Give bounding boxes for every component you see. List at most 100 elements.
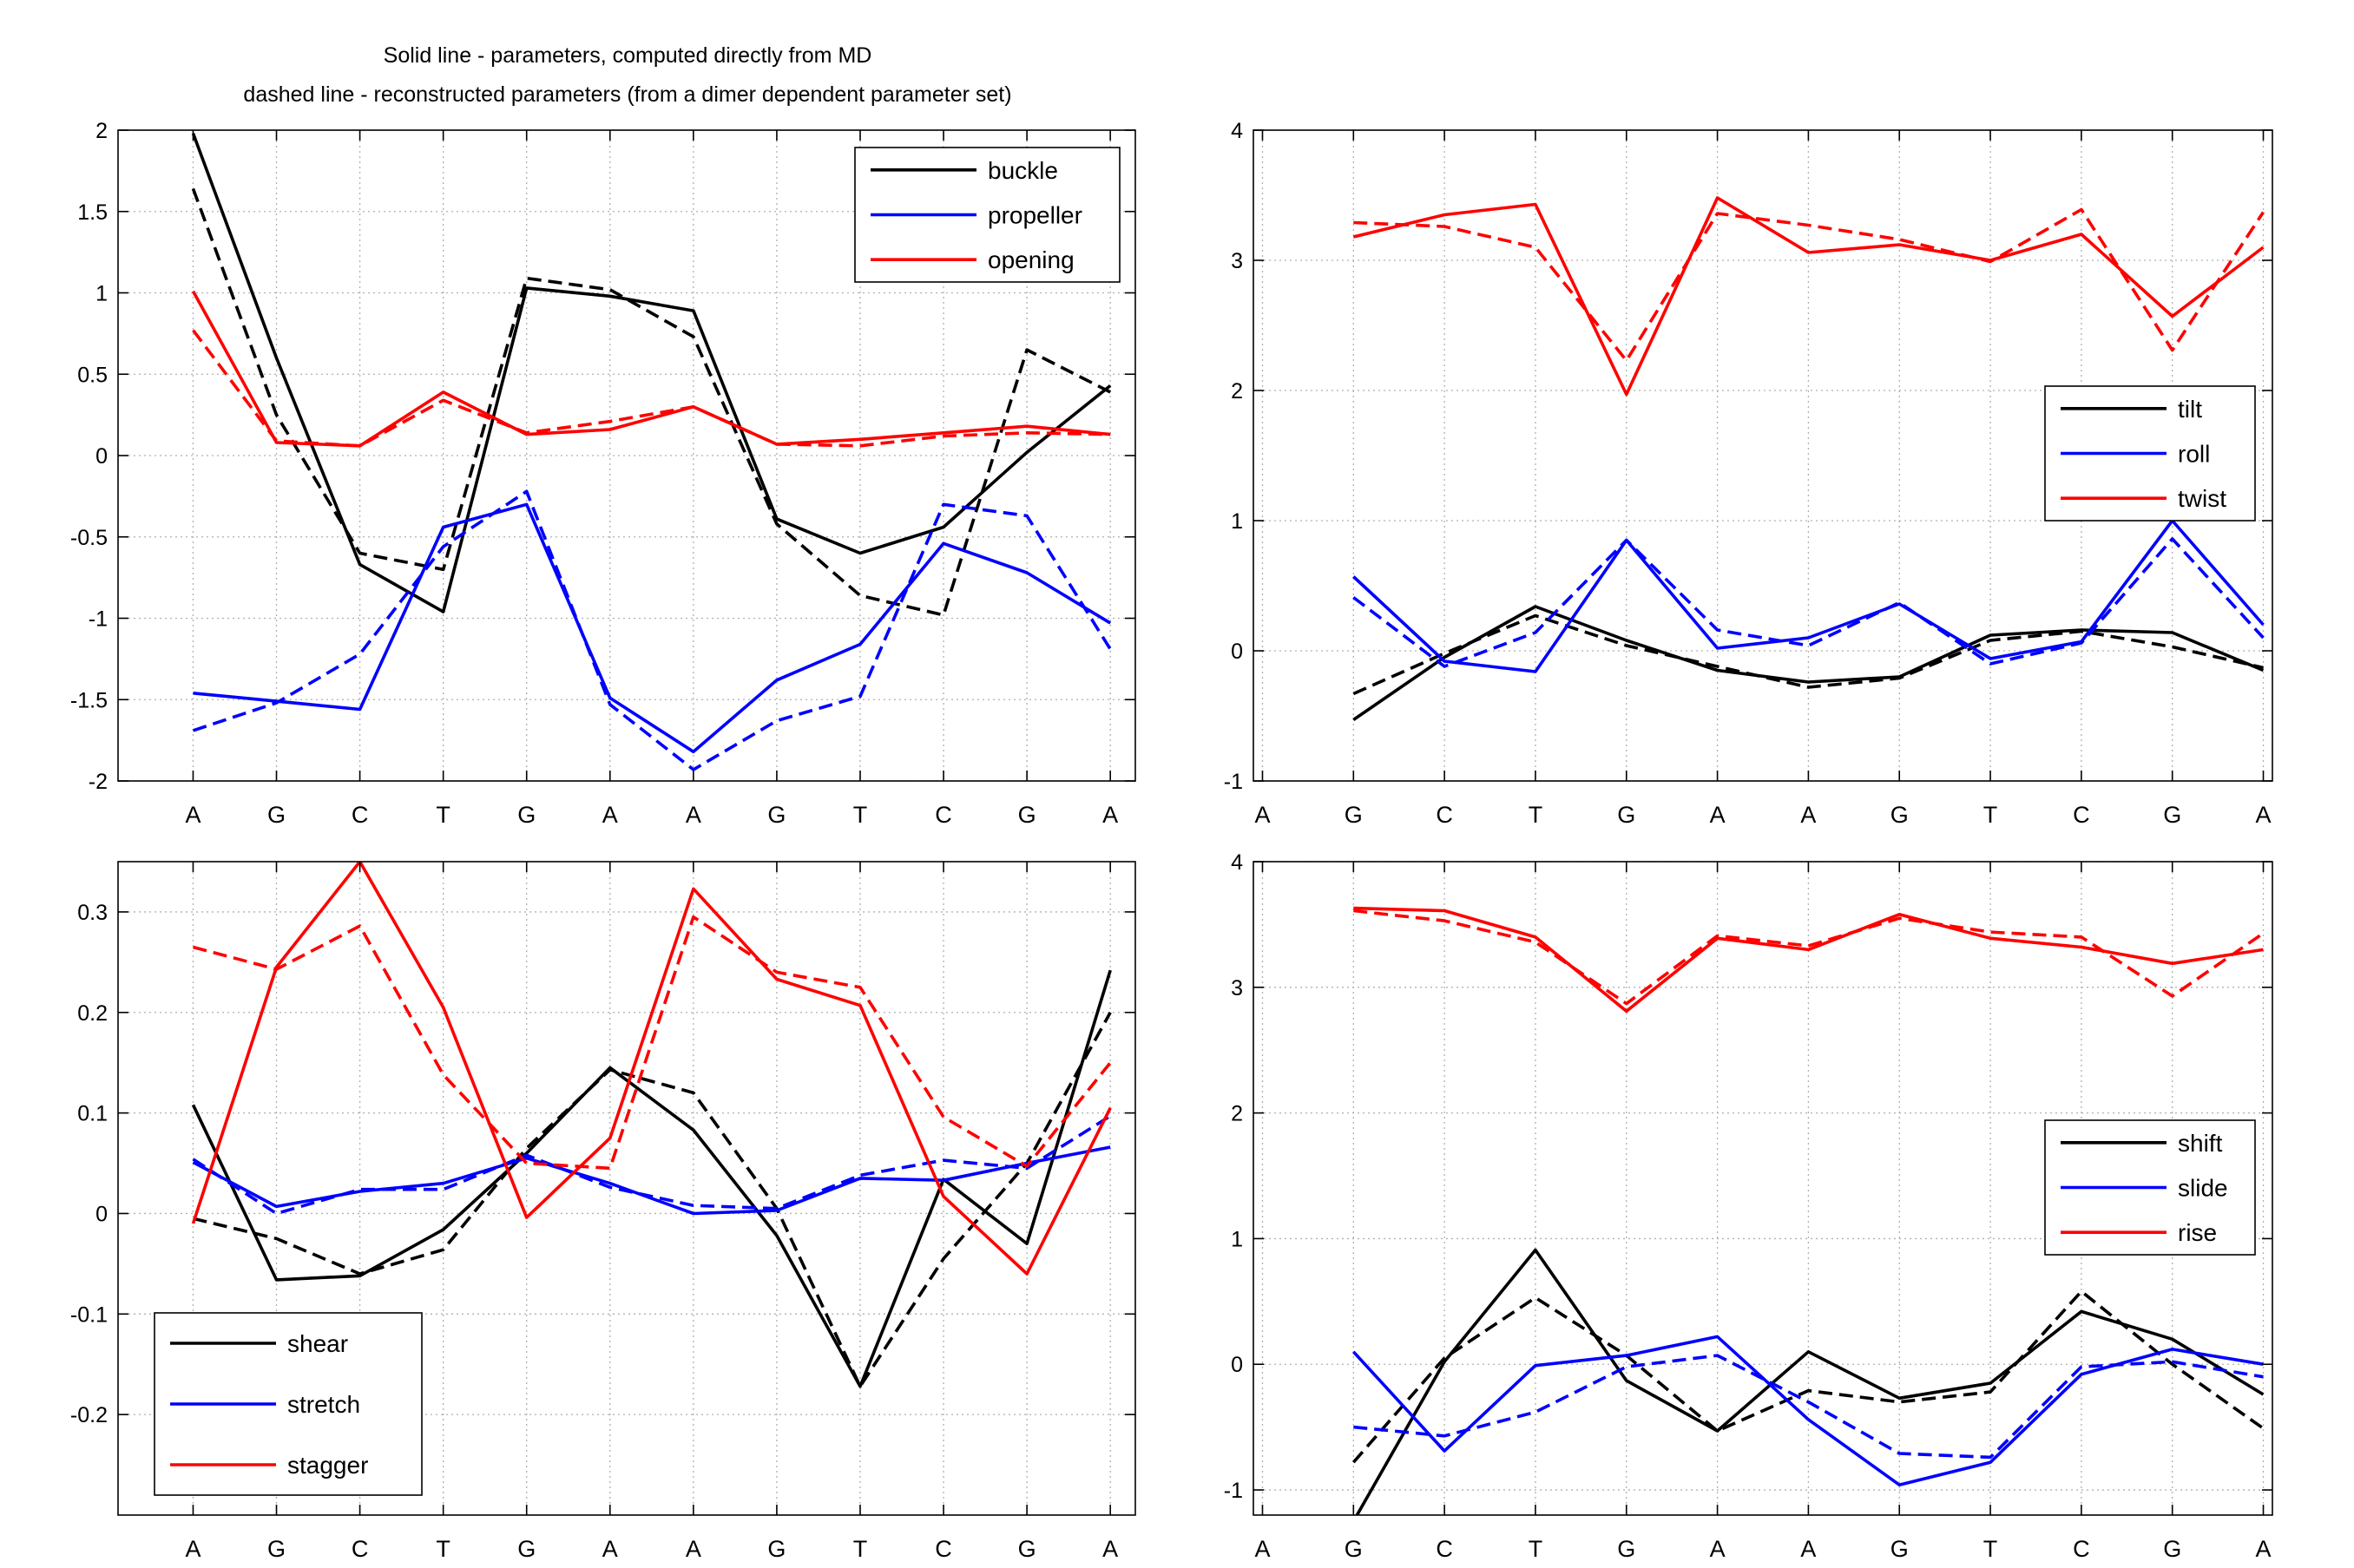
y-tick-label: 0.5 (77, 363, 108, 387)
legend: shift slide rise (2044, 1119, 2256, 1256)
y-tick-label: 3 (1231, 249, 1243, 273)
y-tick-label: 0 (1231, 640, 1243, 664)
y-tick-label: -0.2 (70, 1403, 108, 1427)
y-tick-label: 1 (1231, 1227, 1243, 1251)
series-group (1352, 196, 2265, 721)
y-tick-label: -1.5 (70, 688, 108, 712)
x-tick-label: T (853, 802, 868, 828)
legend-label-tilt: tilt (2178, 396, 2202, 423)
axes-frame (117, 861, 1136, 1516)
y-tick-label: -1 (1224, 1479, 1243, 1503)
x-tick-label: A (2256, 802, 2272, 828)
x-tick-label: G (767, 802, 786, 828)
series-roll-solid (1352, 519, 2265, 673)
x-tick-label: G (1890, 802, 1909, 828)
x-tick-label: A (185, 802, 201, 828)
y-tick-label: -2 (89, 770, 108, 794)
legend-label-stagger: stagger (287, 1452, 368, 1479)
series-rise-dashed (1353, 909, 2265, 1006)
axes-frame (1253, 861, 2273, 1516)
x-tick-label: G (1890, 1536, 1909, 1562)
series-tilt-dashed (1352, 613, 2264, 696)
x-tick-label: G (517, 802, 536, 828)
x-tick-label: A (1710, 1536, 1726, 1562)
series-group (191, 133, 1112, 771)
x-tick-label: C (1436, 1536, 1453, 1562)
x-tick-label: C (1436, 802, 1453, 828)
x-tick-label: G (1617, 1536, 1635, 1562)
x-tick-label: C (352, 1536, 369, 1562)
series-group (191, 862, 1112, 1388)
series-buckle-dashed (191, 187, 1112, 617)
series-twist-dashed (1353, 207, 2265, 363)
x-tick-label: T (1529, 1536, 1543, 1562)
y-tick-label: 1.5 (77, 200, 108, 225)
x-tick-label: C (935, 1536, 952, 1562)
series-stretch-dashed (192, 1114, 1112, 1216)
x-tick-label: A (1800, 802, 1816, 828)
x-tick-label: A (602, 1536, 618, 1562)
y-tick-label: 2 (95, 119, 108, 143)
legend: tilt roll twist (2044, 385, 2256, 522)
y-tick-label: -0.1 (70, 1302, 108, 1327)
x-tick-label: T (853, 1536, 868, 1562)
x-tick-label: G (1617, 802, 1635, 828)
x-tick-label: A (1254, 802, 1270, 828)
series-stagger-solid (191, 862, 1112, 1276)
x-tick-label: A (2256, 1536, 2272, 1562)
series-stagger-dashed (193, 915, 1112, 1171)
legend: buckle propeller opening (854, 147, 1121, 283)
x-tick-label: G (2163, 802, 2181, 828)
x-tick-label: T (436, 802, 450, 828)
y-tick-label: 0 (95, 444, 108, 469)
legend-label-roll: roll (2178, 441, 2210, 468)
y-tick-label: 3 (1231, 976, 1243, 1001)
legend-label-propeller: propeller (988, 202, 1082, 229)
series-opening-dashed (192, 329, 1111, 448)
axes-frame (1253, 129, 2273, 782)
series-propeller-dashed (192, 489, 1112, 771)
y-tick-label: 0.3 (77, 901, 108, 925)
x-tick-label: T (1529, 802, 1543, 828)
grid (118, 129, 1135, 782)
legend: shear stretch stagger (154, 1312, 423, 1496)
series-rise-solid (1353, 906, 2264, 1014)
legend-label-stretch: stretch (287, 1391, 360, 1418)
x-tick-label: T (1983, 802, 1998, 828)
legend-label-slide: slide (2178, 1175, 2228, 1202)
series-shear-dashed (193, 1011, 1112, 1388)
x-tick-label: C (2073, 1536, 2090, 1562)
x-tick-label: G (2163, 1536, 2181, 1562)
legend-label-twist: twist (2178, 485, 2226, 512)
series-slide-dashed (1353, 1354, 2264, 1460)
series-opening-solid (191, 290, 1111, 448)
series-group (1351, 906, 2265, 1515)
series-shift-solid (1355, 1248, 2265, 1515)
y-tick-label: 4 (1231, 850, 1243, 875)
x-tick-label: C (935, 802, 952, 828)
x-tick-label: A (686, 802, 701, 828)
x-tick-label: C (352, 802, 369, 828)
y-tick-label: 1 (95, 282, 108, 306)
y-tick-label: -1 (89, 607, 108, 632)
x-tick-label: G (267, 802, 286, 828)
x-tick-label: G (1018, 802, 1036, 828)
legend-label-rise: rise (2178, 1219, 2217, 1246)
x-tick-label: A (1102, 802, 1118, 828)
x-tick-label: T (1983, 1536, 1998, 1562)
x-tick-label: G (267, 1536, 286, 1562)
x-tick-label: T (436, 1536, 450, 1562)
series-shift-dashed (1351, 1289, 2265, 1464)
legend-label-shear: shear (287, 1330, 348, 1357)
x-tick-label: A (185, 1536, 201, 1562)
x-tick-label: A (1254, 1536, 1270, 1562)
legend-label-opening: opening (988, 246, 1075, 273)
y-tick-label: -0.5 (70, 526, 108, 550)
x-tick-label: G (767, 1536, 786, 1562)
y-tick-label: 4 (1231, 119, 1243, 143)
y-tick-label: 1 (1231, 509, 1243, 534)
